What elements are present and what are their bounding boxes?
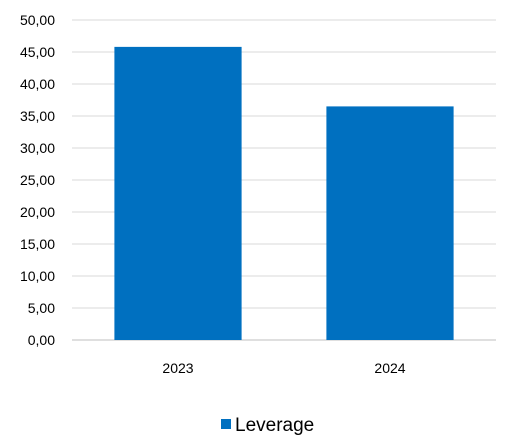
y-tick-label: 0,00	[28, 332, 55, 348]
y-tick-label: 45,00	[20, 44, 55, 60]
bars	[114, 46, 454, 341]
legend: Leverage	[221, 415, 314, 436]
y-tick-label: 30,00	[20, 140, 55, 156]
y-tick-label: 15,00	[20, 236, 55, 252]
y-tick-label: 50,00	[20, 12, 55, 28]
legend-swatch-leverage	[221, 419, 231, 429]
y-axis-ticks: 0,00 5,00 10,00 15,00 20,00 25,00 30,00 35,00 40…	[20, 12, 55, 348]
bar-2023	[114, 46, 242, 340]
y-tick-label: 25,00	[20, 172, 55, 188]
legend-label-leverage: Leverage	[235, 415, 314, 436]
x-axis-ticks: 2023 2024	[162, 360, 405, 376]
x-tick-label: 2023	[162, 360, 193, 376]
y-tick-label: 5,00	[28, 300, 55, 316]
y-tick-label: 10,00	[20, 268, 55, 284]
y-tick-label: 40,00	[20, 76, 55, 92]
y-tick-label: 20,00	[20, 204, 55, 220]
bar-2024	[326, 106, 454, 341]
x-tick-label: 2024	[374, 360, 405, 376]
y-tick-label: 35,00	[20, 108, 55, 124]
